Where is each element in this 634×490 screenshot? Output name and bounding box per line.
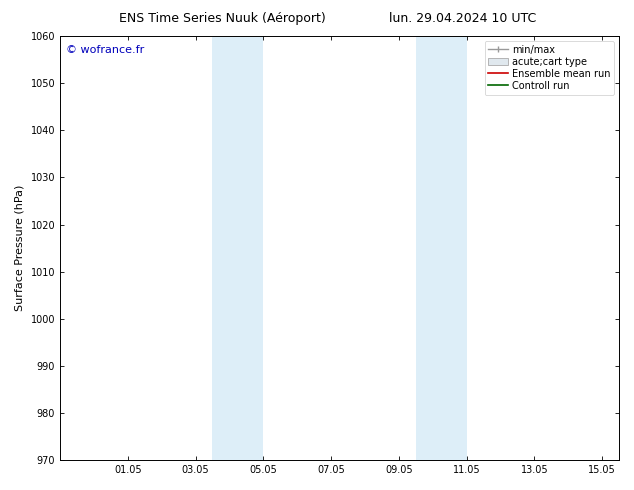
Bar [238,36,263,460]
Legend: min/max, acute;cart type, Ensemble mean run, Controll run: min/max, acute;cart type, Ensemble mean … [484,41,614,95]
Bar [441,36,467,460]
Bar [212,36,238,460]
Y-axis label: Surface Pressure (hPa): Surface Pressure (hPa) [15,185,25,311]
Text: © wofrance.fr: © wofrance.fr [66,45,144,54]
Text: ENS Time Series Nuuk (Aéroport): ENS Time Series Nuuk (Aéroport) [119,12,325,25]
Bar [416,36,441,460]
Text: lun. 29.04.2024 10 UTC: lun. 29.04.2024 10 UTC [389,12,536,25]
